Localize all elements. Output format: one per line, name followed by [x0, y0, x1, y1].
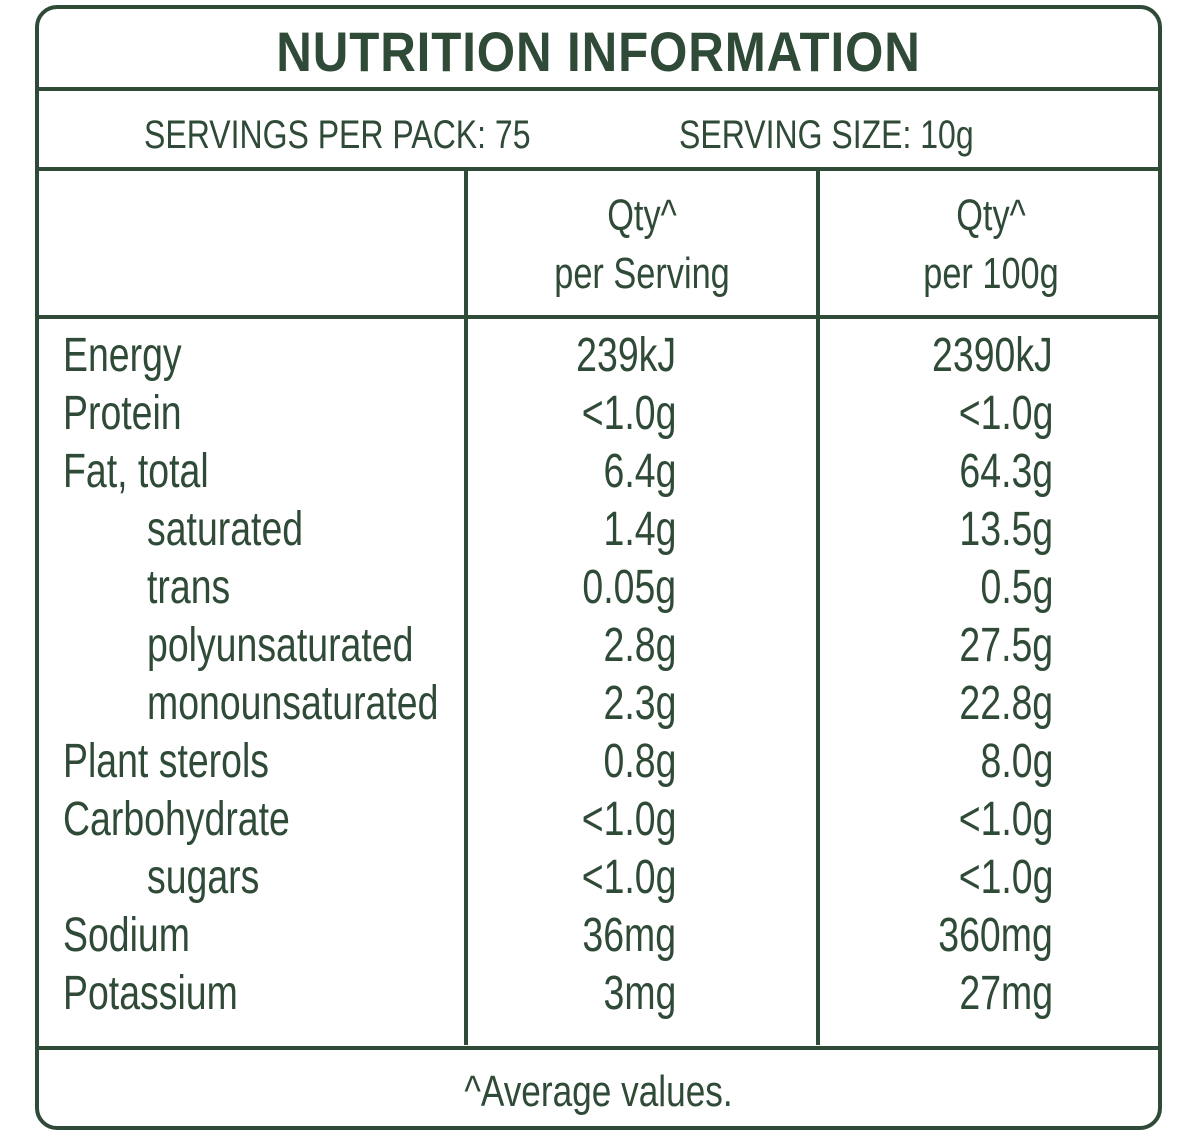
table-row-energy: Energy 239kJ 2390kJ — [39, 327, 1158, 385]
row-value-per-serving: 3mg — [603, 967, 676, 1020]
row-label: Sodium — [63, 909, 190, 962]
row-value-per-100g: <1.0g — [958, 851, 1053, 904]
column-header-per-100g: Qty^ per 100g — [858, 187, 1125, 303]
row-value-per-serving: <1.0g — [581, 387, 676, 440]
row-label: monounsaturated — [147, 677, 439, 730]
row-value-per-100g: 64.3g — [959, 445, 1053, 498]
table-row-saturated: saturated 1.4g 13.5g — [39, 501, 1158, 559]
row-value-per-serving: 36mg — [582, 909, 676, 962]
panel-title: NUTRITION INFORMATION — [276, 20, 921, 83]
table-row-fat-total: Fat, total 6.4g 64.3g — [39, 443, 1158, 501]
row-value-per-serving: 239kJ — [576, 329, 676, 382]
row-value-per-100g: 2390kJ — [932, 329, 1053, 382]
row-value-per-100g: 0.5g — [980, 561, 1053, 614]
row-label: Carbohydrate — [63, 793, 290, 846]
serving-size: SERVING SIZE: 10g — [679, 113, 974, 157]
row-value-per-serving: 2.3g — [603, 677, 676, 730]
divider-servings — [39, 167, 1158, 171]
row-value-per-serving: 2.8g — [603, 619, 676, 672]
table-row-carbohydrate: Carbohydrate <1.0g <1.0g — [39, 791, 1158, 849]
row-value-per-100g: 27.5g — [959, 619, 1053, 672]
row-label: Protein — [63, 387, 182, 440]
row-value-per-serving: 1.4g — [603, 503, 676, 556]
row-value-per-100g: 13.5g — [959, 503, 1053, 556]
table-row-monounsaturated: monounsaturated 2.3g 22.8g — [39, 675, 1158, 733]
row-label: Potassium — [63, 967, 238, 1020]
servings-per-pack: SERVINGS PER PACK: 75 — [144, 113, 531, 157]
row-value-per-serving: 0.05g — [582, 561, 676, 614]
table-row-protein: Protein <1.0g <1.0g — [39, 385, 1158, 443]
row-label: trans — [147, 561, 231, 614]
row-label: sugars — [147, 851, 260, 904]
row-value-per-100g: 8.0g — [980, 735, 1053, 788]
row-value-per-serving: 0.8g — [603, 735, 676, 788]
divider-footer — [39, 1046, 1158, 1050]
row-value-per-100g: 27mg — [959, 967, 1053, 1020]
row-label: Energy — [63, 329, 182, 382]
row-value-per-serving: 6.4g — [603, 445, 676, 498]
table-row-polyunsaturated: polyunsaturated 2.8g 27.5g — [39, 617, 1158, 675]
nutrition-panel: NUTRITION INFORMATION SERVINGS PER PACK:… — [35, 5, 1162, 1130]
table-row-sugars: sugars <1.0g <1.0g — [39, 849, 1158, 907]
table-row-trans: trans 0.05g 0.5g — [39, 559, 1158, 617]
column-divider-1 — [464, 171, 468, 1045]
row-label: polyunsaturated — [147, 619, 414, 672]
row-value-per-serving: <1.0g — [581, 851, 676, 904]
column-header-per-100g-line1: Qty^ — [956, 191, 1026, 240]
row-value-per-100g: <1.0g — [958, 793, 1053, 846]
table-row-potassium: Potassium 3mg 27mg — [39, 965, 1158, 1023]
table-row-plant-sterols: Plant sterols 0.8g 8.0g — [39, 733, 1158, 791]
column-divider-2 — [816, 171, 820, 1045]
footnote: ^Average values. — [464, 1067, 733, 1116]
table-row-sodium: Sodium 36mg 360mg — [39, 907, 1158, 965]
column-header-per-serving-line2: per Serving — [554, 249, 730, 298]
row-label: Plant sterols — [63, 735, 270, 788]
row-value-per-serving: <1.0g — [581, 793, 676, 846]
row-label: saturated — [147, 503, 304, 556]
column-header-per-100g-line2: per 100g — [923, 249, 1059, 298]
divider-header — [39, 315, 1158, 319]
row-value-per-100g: 22.8g — [959, 677, 1053, 730]
divider-title — [39, 87, 1158, 91]
row-value-per-100g: <1.0g — [958, 387, 1053, 440]
column-header-per-serving-line1: Qty^ — [607, 191, 677, 240]
column-header-per-serving: Qty^ per Serving — [506, 187, 777, 303]
row-value-per-100g: 360mg — [938, 909, 1053, 962]
row-label: Fat, total — [63, 445, 209, 498]
